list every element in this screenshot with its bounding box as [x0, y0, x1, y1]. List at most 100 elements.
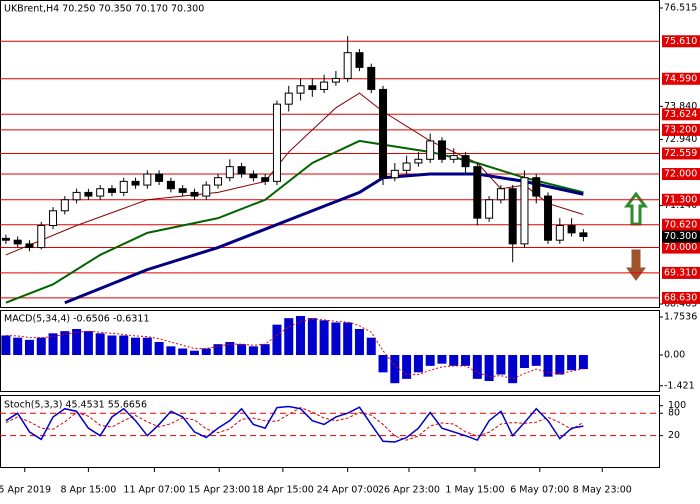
macd-bar: [13, 337, 23, 356]
candle-body: [214, 177, 223, 186]
macd-bar: [83, 331, 93, 356]
macd-bar: [142, 337, 152, 356]
macd-bar: [131, 337, 141, 356]
candle-body: [225, 166, 234, 179]
candle-body: [555, 224, 564, 241]
candle-body: [261, 177, 270, 182]
candle-body: [237, 166, 246, 175]
candle-body: [426, 140, 435, 160]
macd-bar: [48, 333, 58, 356]
macd-bar: [578, 355, 588, 370]
level-label: 70.000: [664, 242, 697, 253]
macd-bar: [95, 333, 105, 356]
candle-body: [284, 92, 293, 105]
y-tick-label: 68.465: [664, 299, 697, 310]
candle-body: [402, 162, 411, 171]
macd-bar: [508, 355, 518, 384]
macd-bar: [24, 339, 34, 356]
level-box: [662, 147, 700, 160]
candle-body: [166, 180, 175, 190]
candle-body: [1, 237, 10, 241]
macd-bar: [449, 355, 459, 366]
x-tick-label: 15 Apr 23:00: [188, 485, 250, 496]
macd-bar: [413, 355, 423, 373]
last-price-box: [662, 230, 700, 243]
candle-body: [143, 173, 152, 186]
x-tick-label: 24 Apr 07:00: [317, 485, 379, 496]
candle-body: [485, 199, 494, 219]
candle-body: [60, 199, 69, 212]
candle-body: [72, 191, 81, 201]
candle-body: [567, 224, 576, 234]
macd-bar: [343, 322, 353, 356]
stoch-tick-label: 20: [668, 430, 680, 441]
candle-body: [37, 224, 46, 249]
stoch-title: Stoch(5,3,3) 45.4531 55.6656: [4, 400, 147, 411]
macd-bar: [437, 355, 447, 364]
macd-bar: [555, 355, 565, 375]
candle-body: [532, 177, 541, 197]
candle-body: [461, 155, 470, 168]
macd-bar: [296, 315, 306, 356]
macd-bar: [567, 355, 577, 371]
candle-body: [49, 210, 58, 226]
macd-tick-label: 0.00: [664, 350, 685, 361]
candle-body: [84, 191, 93, 197]
x-tick-label: 8 May 23:00: [573, 485, 632, 496]
candle-body: [320, 81, 329, 90]
macd-bar: [260, 344, 270, 356]
candle-body: [272, 103, 281, 182]
level-box: [662, 241, 700, 254]
x-tick-label: 5 Apr 2019: [0, 485, 51, 496]
macd-bar: [484, 355, 494, 382]
down-arrow: [626, 249, 646, 281]
macd-bar: [531, 355, 541, 366]
level-box: [662, 35, 700, 48]
macd-bar: [319, 320, 329, 356]
level-box: [662, 123, 700, 136]
macd-signal: [5, 318, 584, 380]
macd-bar: [225, 342, 235, 356]
level-box: [662, 291, 700, 304]
macd-bar: [496, 355, 506, 375]
candle-body: [96, 188, 105, 197]
level-box: [662, 108, 700, 121]
candle-body: [579, 232, 588, 238]
macd-bar: [461, 355, 471, 366]
level-label: 72.559: [664, 148, 697, 159]
macd-bar: [201, 348, 211, 356]
macd-bar: [543, 355, 553, 377]
macd-bar: [354, 328, 364, 356]
stoch-tick-label: 80: [668, 408, 680, 419]
macd-bar: [213, 344, 223, 356]
macd-bar: [284, 318, 294, 356]
macd-tick-label: 1.7536: [664, 311, 697, 322]
stoch-signal: [5, 407, 584, 441]
level-box: [662, 168, 700, 181]
candle-body: [178, 188, 187, 193]
candle-body: [367, 66, 376, 90]
macd-bar: [366, 337, 376, 356]
x-tick-label: 6 May 07:00: [510, 485, 569, 496]
price-panel: [0, 0, 660, 308]
macd-bar: [60, 331, 70, 356]
candle-body: [520, 177, 529, 245]
stoch-panel: [0, 395, 660, 468]
candle-body: [355, 52, 364, 68]
macd-bar: [402, 355, 412, 379]
macd-bar: [248, 346, 258, 356]
level-label: 68.630: [664, 292, 697, 303]
x-tick-label: 11 Apr 07:00: [123, 485, 185, 496]
macd-bar: [189, 350, 199, 356]
level-label: 75.610: [664, 36, 697, 47]
candle-body: [331, 77, 340, 83]
candle-body: [379, 88, 388, 179]
macd-bar: [331, 322, 341, 356]
macd-bar: [119, 335, 129, 356]
macd-bar: [519, 355, 529, 369]
macd-bar: [237, 344, 247, 356]
stoch-tick-label: 100: [668, 400, 686, 411]
candle-body: [414, 158, 423, 164]
chart-title: UKBrent,H4 70.250 70.350 70.170 70.300: [4, 4, 204, 15]
